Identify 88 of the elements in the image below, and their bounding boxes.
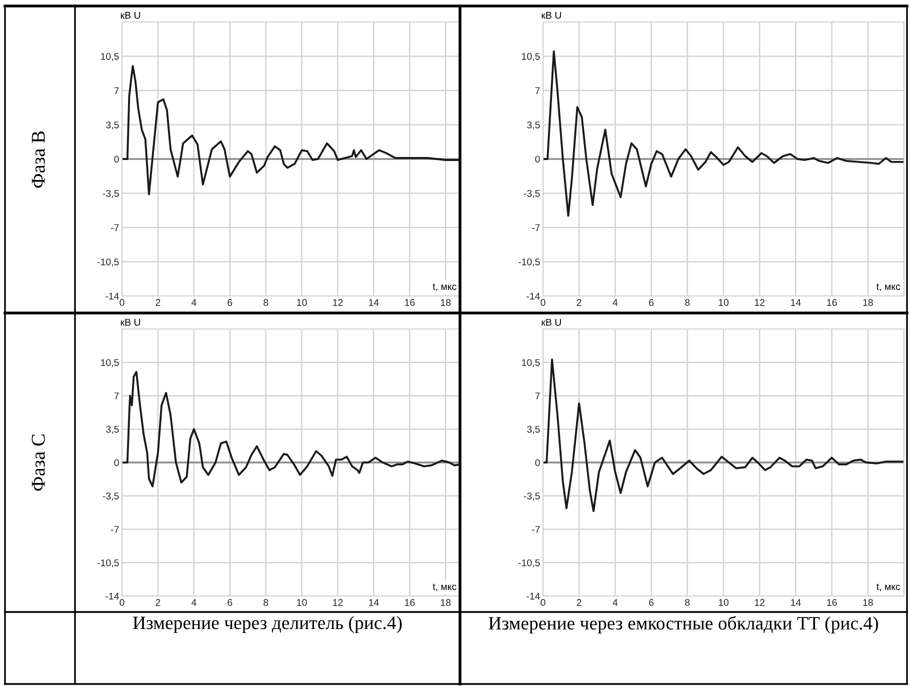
x-tick-label: 6 (228, 299, 232, 306)
text: Измерение через емкостные обкладки ТТ (рис.4) (488, 616, 878, 634)
x-tick-label: 8 (264, 299, 268, 306)
y-tick-label: 10,5 (522, 359, 540, 368)
x-tick-label: 2 (156, 299, 160, 306)
x-tick-label: 14 (369, 299, 379, 306)
x-tick-label: 16 (827, 299, 837, 306)
x-tick-label: 6 (649, 299, 654, 306)
y-axis-title: кВ U (120, 12, 140, 19)
y-axis-title: кВ U (542, 12, 561, 19)
x-tick-label: 6 (649, 599, 654, 606)
text: Измерение через делитель (рис.4) (132, 616, 402, 634)
x-tick-label: 6 (228, 599, 232, 606)
line-series (122, 370, 460, 488)
x-tick-label: 18 (440, 599, 451, 606)
y-tick-label: 7 (114, 87, 119, 94)
y-tick-label: -3,5 (102, 492, 119, 501)
y-tick-label: -7 (111, 224, 119, 232)
x-tick-label: 16 (827, 599, 837, 606)
line-series (122, 65, 460, 196)
x-axis-title: t, мкс (432, 284, 456, 292)
y-tick-label: -10,5 (97, 258, 119, 267)
line-series (543, 358, 904, 512)
x-tick-label: 10 (718, 299, 729, 306)
y-tick-label: 7 (535, 392, 540, 400)
y-tick-label: -14 (526, 292, 540, 300)
y-tick-label: 10,5 (522, 52, 540, 62)
y-tick-label: 0 (114, 156, 119, 163)
y-tick-label: 7 (535, 87, 540, 94)
x-tick-label: 2 (156, 599, 160, 606)
x-tick-label: 10 (718, 599, 729, 606)
y-tick-label: 10,5 (101, 359, 119, 368)
y-tick-label: -3,5 (524, 492, 540, 501)
y-tick-label: -14 (106, 292, 119, 300)
y-tick-label: 3,5 (527, 121, 540, 130)
x-tick-label: 2 (576, 599, 582, 606)
x-tick-label: 12 (333, 599, 343, 606)
x-tick-label: 12 (333, 299, 343, 306)
x-tick-label: 8 (264, 599, 268, 606)
y-tick-label: -3,5 (102, 190, 119, 198)
x-tick-label: 12 (754, 599, 765, 606)
line-series (543, 50, 904, 217)
y-tick-label: -10,5 (518, 559, 540, 568)
x-tick-label: 12 (754, 299, 765, 306)
x-tick-label: 2 (576, 299, 582, 306)
y-axis-title: кВ U (120, 318, 140, 326)
x-tick-label: 16 (404, 599, 415, 606)
x-tick-label: 8 (685, 599, 690, 606)
y-tick-label: -7 (532, 224, 540, 232)
y-tick-label: -10,5 (97, 559, 119, 568)
x-tick-label: 0 (120, 299, 124, 306)
x-tick-label: 14 (791, 599, 801, 606)
x-tick-label: 0 (540, 599, 546, 606)
y-axis-title: кВ U (542, 318, 561, 326)
x-tick-label: 0 (120, 599, 124, 606)
x-tick-label: 4 (612, 599, 618, 606)
y-tick-label: 10,5 (101, 52, 119, 62)
x-tick-label: 14 (791, 299, 801, 306)
y-tick-label: -3,5 (524, 190, 540, 198)
x-tick-label: 14 (369, 599, 379, 606)
y-tick-label: -7 (111, 526, 119, 533)
y-tick-label: 0 (535, 156, 540, 163)
y-tick-label: -10,5 (518, 258, 540, 267)
x-tick-label: 10 (297, 599, 307, 606)
y-tick-label: 0 (114, 459, 119, 466)
x-tick-label: 8 (685, 299, 690, 306)
y-tick-label: -14 (106, 592, 119, 600)
y-tick-label: -14 (526, 592, 540, 600)
y-tick-label: 3,5 (106, 426, 119, 434)
y-tick-label: -7 (532, 526, 540, 533)
x-axis-title: t, мкс (876, 284, 900, 292)
x-tick-label: 18 (863, 599, 873, 606)
text: Фаза В (32, 131, 45, 188)
x-tick-label: 18 (863, 299, 873, 306)
x-tick-label: 4 (612, 299, 618, 306)
x-axis-title: t, мкс (432, 584, 456, 592)
x-axis-title: t, мкс (876, 584, 900, 592)
y-tick-label: 3,5 (527, 426, 540, 434)
x-tick-label: 4 (191, 299, 196, 306)
y-tick-label: 0 (535, 459, 540, 466)
y-tick-label: 7 (114, 392, 119, 400)
x-tick-label: 4 (191, 599, 196, 606)
x-tick-label: 10 (297, 299, 307, 306)
x-tick-label: 16 (404, 299, 415, 306)
x-tick-label: 18 (440, 299, 451, 306)
text: Фаза С (32, 434, 45, 491)
x-tick-label: 0 (540, 299, 546, 306)
y-tick-label: 3,5 (106, 121, 119, 130)
